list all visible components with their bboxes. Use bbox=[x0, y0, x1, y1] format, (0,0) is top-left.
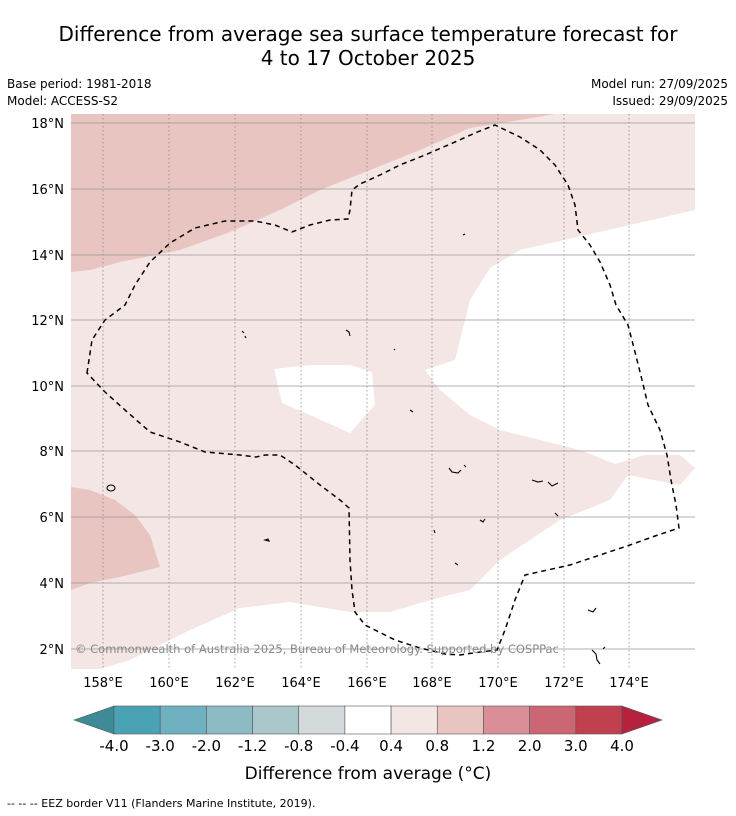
colorbar-right-extension bbox=[621, 705, 663, 735]
longitude-labels: 158°E 160°E 162°E 164°E 166°E 168°E 170°… bbox=[83, 676, 649, 691]
lat-label: 6°N bbox=[40, 511, 65, 526]
lon-label: 170°E bbox=[478, 676, 518, 691]
latitude-labels: 18°N 16°N 14°N 12°N 10°N 8°N 6°N 4°N 2°N bbox=[31, 117, 64, 658]
lon-label: 168°E bbox=[412, 676, 452, 691]
lon-label: 164°E bbox=[281, 676, 321, 691]
colorbar-tick-label: 4.0 bbox=[610, 737, 634, 755]
islands bbox=[106, 233, 606, 665]
colorbar-cell bbox=[206, 705, 253, 735]
lon-label: 160°E bbox=[149, 676, 189, 691]
copyright-text: © Commonwealth of Australia 2025, Bureau… bbox=[75, 642, 559, 656]
colorbar-tick-label: 3.0 bbox=[564, 737, 588, 755]
colorbar-cell bbox=[159, 705, 207, 735]
map-area bbox=[71, 114, 695, 669]
colorbar-left-extension bbox=[73, 705, 115, 735]
lat-label: 2°N bbox=[40, 643, 65, 658]
colorbar-cell bbox=[113, 705, 161, 735]
base-period: Base period: 1981-2018 bbox=[7, 77, 152, 91]
anomaly-region-light bbox=[71, 114, 695, 669]
colorbar-label: Difference from average (°C) bbox=[244, 764, 492, 784]
eez-border bbox=[86, 124, 680, 656]
eez-footnote: -- -- -- EEZ border V11 (Flanders Marine… bbox=[7, 797, 316, 810]
colorbar-tick-label: -4.0 bbox=[99, 737, 128, 755]
lon-label: 158°E bbox=[83, 676, 123, 691]
lat-label: 4°N bbox=[40, 577, 65, 592]
colorbar-tick-label: -0.8 bbox=[284, 737, 313, 755]
colorbar-tick-label: 0.8 bbox=[425, 737, 449, 755]
model-name: Model: ACCESS-S2 bbox=[7, 94, 119, 108]
colorbar-cell bbox=[483, 705, 530, 735]
colorbar-tick-label: 1.2 bbox=[472, 737, 496, 755]
lon-label: 172°E bbox=[544, 676, 584, 691]
colorbar-tick-label: -1.2 bbox=[238, 737, 267, 755]
lat-label: 16°N bbox=[31, 183, 64, 198]
colorbar-cell bbox=[252, 705, 300, 735]
colorbar-cell bbox=[529, 705, 577, 735]
colorbar-cell bbox=[390, 705, 438, 735]
lat-label: 18°N bbox=[31, 117, 64, 132]
colorbar: -4.0 -3.0 -2.0 -1.2 -0.8 -0.4 0.4 0.8 1.2 2.0 3.0 4… bbox=[73, 705, 663, 755]
grid-lines bbox=[102, 114, 630, 669]
lon-label: 174°E bbox=[609, 676, 649, 691]
colorbar-tick-label: 2.0 bbox=[518, 737, 542, 755]
colorbar-tick-label: 0.4 bbox=[379, 737, 403, 755]
colorbar-cell bbox=[575, 705, 623, 735]
colorbar-tick-label: -3.0 bbox=[146, 737, 175, 755]
neutral-region-central bbox=[274, 365, 375, 433]
colorbar-cell bbox=[344, 705, 392, 735]
title-line-2: 4 to 17 October 2025 bbox=[260, 46, 476, 70]
anomaly-region-medium-north bbox=[71, 114, 555, 272]
lat-label: 14°N bbox=[31, 249, 64, 264]
colorbar-tick-label: -2.0 bbox=[192, 737, 221, 755]
chart-title: Difference from average sea surface temp… bbox=[0, 22, 736, 70]
colorbar-cell bbox=[298, 705, 346, 735]
lat-label: 12°N bbox=[31, 314, 64, 329]
lon-label: 162°E bbox=[215, 676, 255, 691]
lon-label: 166°E bbox=[347, 676, 387, 691]
latitude-lines bbox=[71, 122, 695, 650]
lat-label: 10°N bbox=[31, 380, 64, 395]
title-line-1: Difference from average sea surface temp… bbox=[58, 22, 678, 46]
colorbar-cell bbox=[436, 705, 484, 735]
issued-date: Issued: 29/09/2025 bbox=[612, 94, 728, 108]
colorbar-tick-label: -0.4 bbox=[330, 737, 359, 755]
model-run: Model run: 27/09/2025 bbox=[590, 77, 728, 91]
anomaly-region-medium-west bbox=[71, 487, 160, 590]
lat-label: 8°N bbox=[40, 445, 65, 460]
